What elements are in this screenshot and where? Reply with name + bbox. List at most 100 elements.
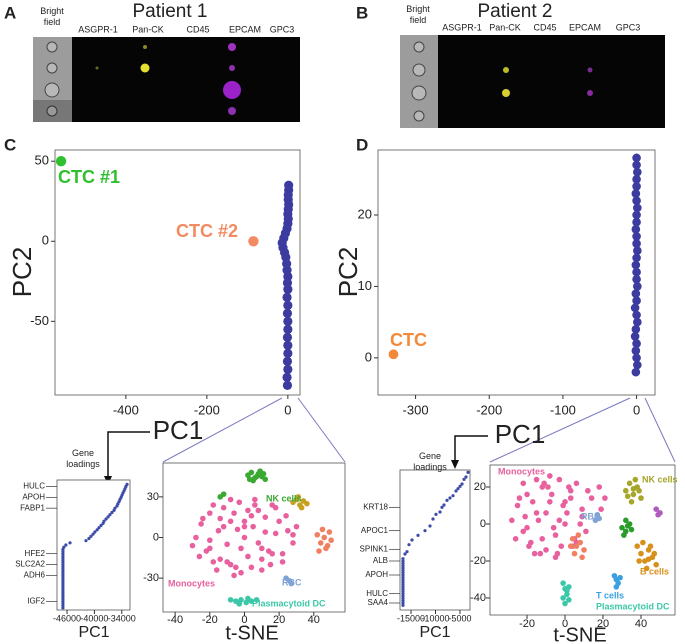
x-tick-label: 40 <box>308 614 320 626</box>
point <box>319 526 326 533</box>
point <box>634 543 641 549</box>
point <box>643 565 650 572</box>
point <box>567 543 574 549</box>
point <box>265 548 272 554</box>
gene-label: FABP1 <box>20 503 45 512</box>
point <box>438 510 442 514</box>
series-label: RBC <box>282 577 302 587</box>
point <box>236 601 243 607</box>
x-tick-label: 0 <box>562 618 568 630</box>
point <box>248 236 259 247</box>
point <box>259 545 265 552</box>
point <box>577 521 584 527</box>
point <box>200 515 206 522</box>
point <box>245 595 251 602</box>
point <box>220 523 227 530</box>
point <box>68 541 72 545</box>
point <box>575 532 582 538</box>
point <box>579 513 585 520</box>
point <box>454 489 458 493</box>
point <box>633 246 642 256</box>
point <box>290 531 296 538</box>
point <box>631 260 641 270</box>
point <box>250 523 256 530</box>
x-tick-label: 0 <box>633 402 640 417</box>
point <box>533 476 540 483</box>
point <box>110 510 114 515</box>
point <box>579 506 585 513</box>
y-tick-label: 0 <box>480 518 486 530</box>
point <box>401 564 405 568</box>
point <box>282 292 292 302</box>
point <box>401 596 405 600</box>
series-label: NK cells <box>266 493 302 503</box>
point <box>633 203 642 213</box>
point <box>633 282 642 291</box>
point <box>632 160 641 170</box>
point <box>253 597 260 603</box>
x-tick-label: 20 <box>273 614 285 626</box>
x-tick-label: -100 <box>550 402 576 417</box>
point <box>234 526 241 533</box>
point <box>401 599 405 603</box>
x-axis-label: t-SNE <box>225 622 278 644</box>
series-label: CTC #2 <box>176 221 238 241</box>
point <box>539 535 546 542</box>
point <box>464 475 468 479</box>
point <box>99 523 103 528</box>
point <box>388 349 399 360</box>
point <box>401 566 405 570</box>
point <box>248 564 255 571</box>
point <box>535 517 542 524</box>
point <box>267 561 274 568</box>
point <box>282 308 293 318</box>
point <box>227 496 234 503</box>
point <box>227 518 234 525</box>
point <box>630 303 640 313</box>
point <box>632 239 641 248</box>
point <box>401 594 405 598</box>
column-header: Pan-CK <box>489 22 521 32</box>
x-tick-label: -46000 <box>53 613 81 623</box>
point <box>248 513 255 519</box>
point <box>632 274 641 284</box>
column-header: CD45 <box>186 24 209 34</box>
point <box>62 545 66 549</box>
point <box>552 532 559 538</box>
point <box>458 484 462 488</box>
point <box>316 548 322 554</box>
point <box>272 530 279 537</box>
point <box>526 543 532 549</box>
point <box>401 589 405 593</box>
point <box>283 513 289 519</box>
point <box>210 559 217 565</box>
point <box>581 547 587 553</box>
point <box>560 580 566 586</box>
column-header: Bright field <box>406 4 430 25</box>
point <box>631 224 641 234</box>
point <box>585 487 591 494</box>
point <box>512 535 519 542</box>
point <box>623 517 629 524</box>
point <box>279 559 286 565</box>
plot-frame <box>377 149 656 396</box>
point <box>283 348 293 358</box>
gene-label: HULC <box>366 589 388 598</box>
point <box>596 484 603 490</box>
column-header: Bright field <box>40 6 64 27</box>
point <box>632 182 641 191</box>
point <box>84 539 88 543</box>
y-tick-label: -30 <box>143 572 159 584</box>
point <box>543 510 549 516</box>
point <box>573 480 580 487</box>
point <box>442 503 446 507</box>
point <box>241 523 248 530</box>
point <box>653 561 659 568</box>
point <box>451 494 455 498</box>
point <box>516 495 523 501</box>
point <box>401 587 405 591</box>
point <box>640 539 646 546</box>
point <box>283 300 293 310</box>
x-tick-label: 40 <box>635 618 647 630</box>
y-axis-label: PC2 <box>7 247 37 298</box>
